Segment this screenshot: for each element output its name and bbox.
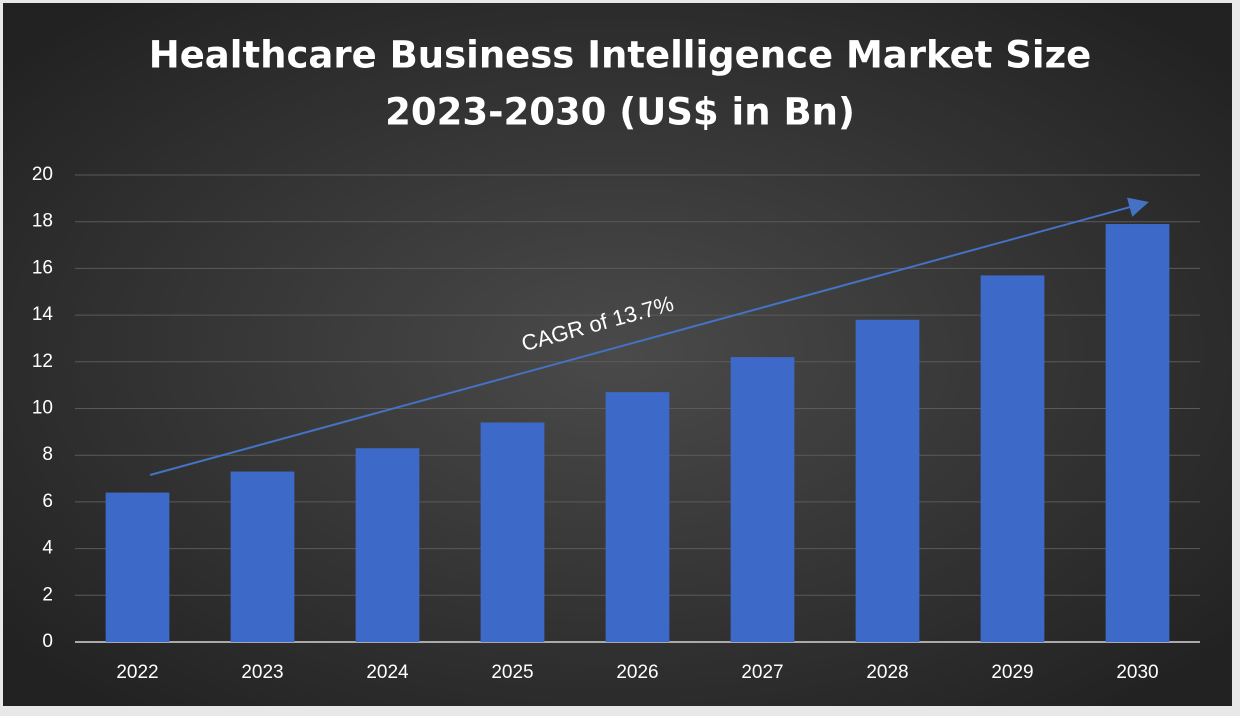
- bar: [980, 275, 1045, 642]
- plot-area: 0 2 4 6 8 10 12 14 16 18 20 2022 2023 2024 2025 2026 202…: [32, 164, 1200, 683]
- y-tick-label: 16: [32, 257, 53, 278]
- bar: [230, 471, 295, 642]
- x-tick-label: 2025: [491, 662, 533, 683]
- x-tick-label: 2030: [1116, 662, 1158, 683]
- x-tick-label: 2027: [741, 662, 783, 683]
- y-tick-label: 20: [32, 164, 53, 185]
- x-tick-label: 2029: [991, 662, 1033, 683]
- y-tick-label: 10: [32, 398, 53, 419]
- bar: [855, 319, 920, 642]
- y-tick-label: 12: [32, 351, 53, 372]
- chart-title: Healthcare Business Intelligence Market …: [149, 34, 1092, 77]
- y-tick-label: 6: [42, 491, 53, 512]
- x-tick-label: 2028: [866, 662, 908, 683]
- bar: [105, 492, 170, 642]
- y-tick-label: 4: [42, 538, 53, 559]
- y-tick-label: 8: [42, 444, 53, 465]
- bar: [480, 422, 545, 642]
- x-tick-label: 2026: [616, 662, 658, 683]
- bar: [730, 357, 795, 642]
- x-tick-label: 2023: [241, 662, 283, 683]
- y-tick-label: 18: [32, 211, 53, 232]
- chart-title: 2023-2030 (US$ in Bn): [385, 91, 855, 134]
- y-tick-label: 0: [42, 631, 53, 652]
- x-tick-label: 2024: [366, 662, 409, 683]
- y-tick-label: 14: [32, 304, 54, 325]
- x-tick-label: 2022: [116, 662, 158, 683]
- bar: [1105, 224, 1170, 642]
- y-tick-label: 2: [42, 584, 53, 605]
- trend-arrow: [149, 197, 1149, 476]
- bar: [355, 448, 420, 642]
- bar: [605, 392, 670, 642]
